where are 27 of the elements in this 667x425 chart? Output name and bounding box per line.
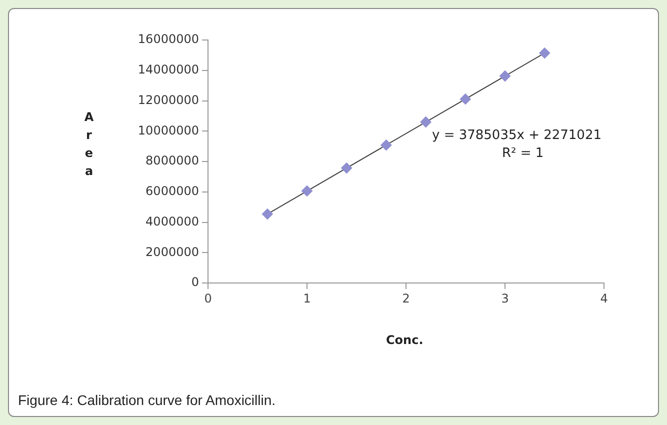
point bbox=[302, 185, 312, 196]
y-tick-label: 12000000 bbox=[138, 92, 199, 107]
point bbox=[500, 70, 510, 82]
point bbox=[460, 94, 471, 105]
x-tick-label: 3 bbox=[501, 291, 509, 306]
x-tick-label: 2 bbox=[402, 291, 410, 306]
point bbox=[380, 140, 392, 151]
y-axis-title: Area bbox=[82, 110, 96, 182]
y-tick-label: 0 bbox=[191, 275, 199, 290]
caption: Figure 4: Calibration curve for Amoxicillin. bbox=[18, 392, 276, 408]
point bbox=[539, 48, 550, 59]
y-tick-label: 10000000 bbox=[138, 123, 199, 138]
annotation: y = 3785035x + 2271021 bbox=[432, 128, 602, 143]
y-tick-label: 8000000 bbox=[146, 154, 199, 168]
y-tick-label: 14000000 bbox=[138, 62, 199, 76]
x-tick-label: 0 bbox=[204, 291, 212, 306]
x-tick-label: 4 bbox=[600, 291, 608, 306]
x-tick-label: 1 bbox=[303, 291, 311, 306]
x-axis-title: Conc. bbox=[386, 333, 424, 347]
y-tick-label: 4000000 bbox=[146, 214, 199, 228]
point bbox=[420, 116, 432, 128]
y-tick-label: 2000000 bbox=[146, 244, 199, 259]
point bbox=[341, 162, 352, 174]
y-tick-label: 6000000 bbox=[146, 184, 199, 198]
point bbox=[262, 208, 273, 220]
y-tick-label: 16000000 bbox=[138, 32, 199, 46]
annotation: R² = 1 bbox=[502, 146, 544, 161]
